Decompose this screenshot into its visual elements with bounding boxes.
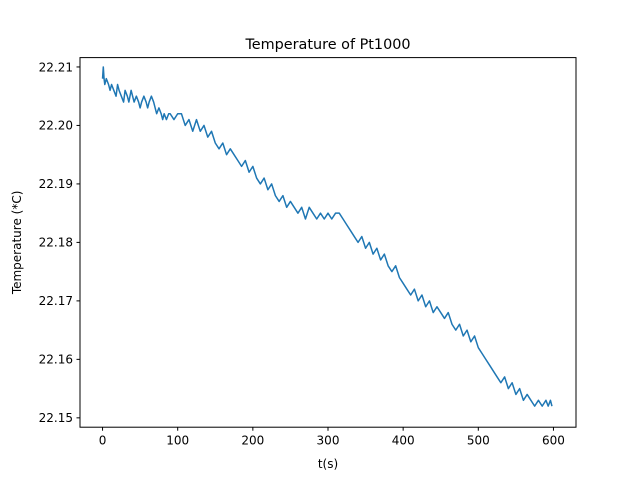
- y-tick-label: 22.20: [39, 119, 73, 133]
- series-line-0: [101, 66, 553, 407]
- y-tick-label: 22.19: [39, 177, 73, 191]
- x-tick-label: 0: [99, 434, 107, 448]
- y-tick-label: 22.15: [39, 411, 73, 425]
- x-tick-label: 200: [241, 434, 264, 448]
- x-tick-label: 400: [392, 434, 415, 448]
- y-axis-label: Temperature (*C): [10, 191, 24, 296]
- x-axis: 0 100 200 300 400 500 600: [99, 427, 565, 448]
- y-tick-label: 22.21: [39, 60, 73, 74]
- y-tick-label: 22.17: [39, 294, 73, 308]
- x-tick-label: 100: [166, 434, 189, 448]
- y-tick-label: 22.18: [39, 236, 73, 250]
- plot-line-layer: [101, 66, 553, 407]
- x-tick-label: 600: [542, 434, 565, 448]
- y-tick-label: 22.16: [39, 353, 73, 367]
- x-axis-label: t(s): [318, 457, 338, 471]
- y-axis: 22.15 22.16 22.17 22.18 22.19 22.20 22.21: [39, 60, 80, 425]
- x-tick-label: 300: [317, 434, 340, 448]
- chart-title: Temperature of Pt1000: [244, 37, 410, 53]
- x-tick-label: 500: [467, 434, 490, 448]
